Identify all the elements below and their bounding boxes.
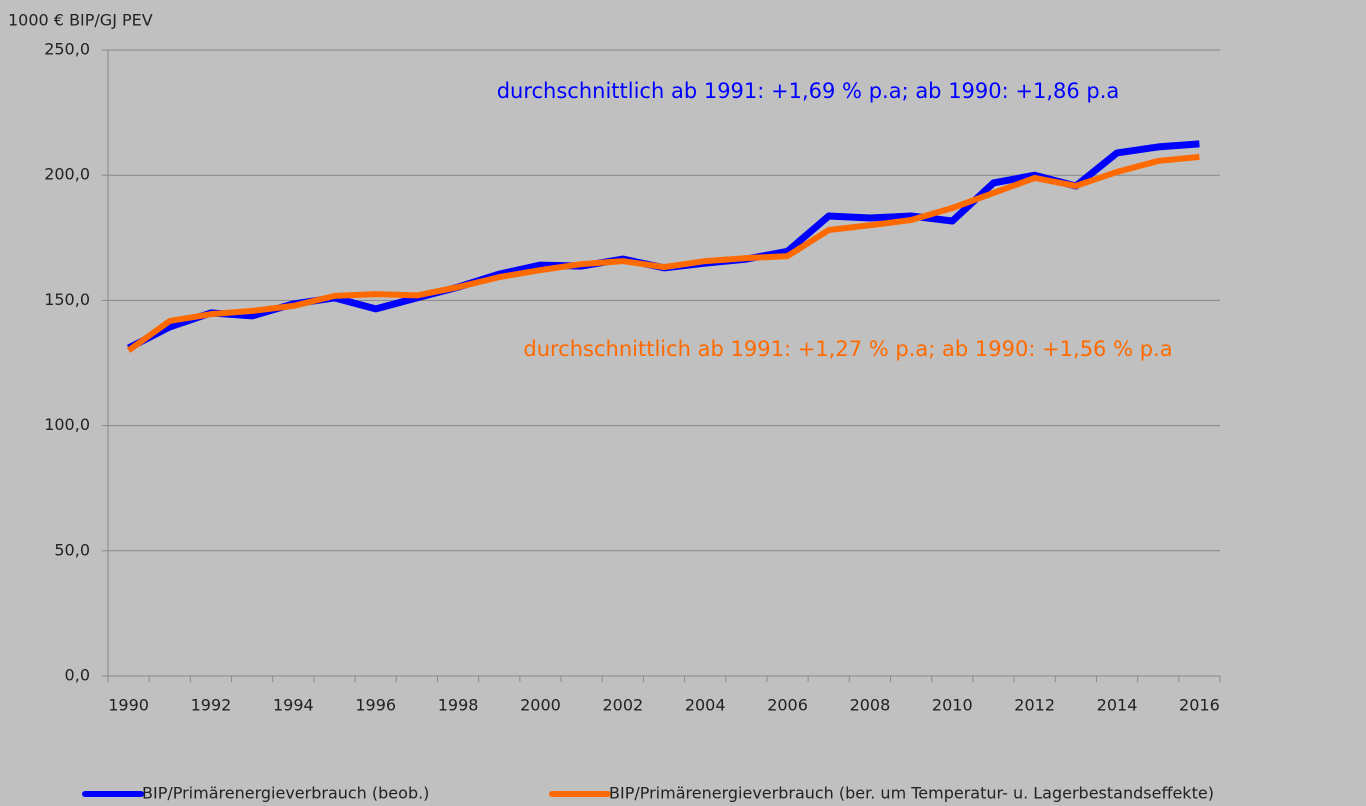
series-line bbox=[126, 153, 1200, 353]
x-tick-label: 2004 bbox=[685, 696, 726, 715]
x-tick-label: 1994 bbox=[273, 696, 314, 715]
x-tick-label: 1998 bbox=[438, 696, 479, 715]
annotation: durchschnittlich ab 1991: +1,27 % p.a; a… bbox=[523, 337, 1172, 361]
y-axis-title: 1000 € BIP/GJ PEV bbox=[8, 11, 153, 30]
y-tick-label: 0,0 bbox=[65, 666, 90, 685]
y-tick-label: 50,0 bbox=[54, 540, 90, 559]
annotation: durchschnittlich ab 1991: +1,69 % p.a; a… bbox=[497, 79, 1120, 103]
x-tick-label: 1990 bbox=[108, 696, 149, 715]
legend-label: BIP/Primärenergieverbrauch (beob.) bbox=[142, 784, 429, 803]
x-tick-label: 2010 bbox=[932, 696, 973, 715]
x-tick-label: 1992 bbox=[191, 696, 232, 715]
x-tick-label: 2000 bbox=[520, 696, 561, 715]
y-tick-label: 100,0 bbox=[44, 415, 90, 434]
legend-label: BIP/Primärenergieverbrauch (ber. um Temp… bbox=[609, 784, 1214, 803]
x-tick-label: 1996 bbox=[355, 696, 396, 715]
x-tick-label: 2016 bbox=[1179, 696, 1220, 715]
x-tick-label: 2006 bbox=[767, 696, 808, 715]
y-tick-label: 150,0 bbox=[44, 290, 90, 309]
y-tick-label: 250,0 bbox=[44, 40, 90, 59]
y-tick-label: 200,0 bbox=[44, 165, 90, 184]
x-tick-label: 2008 bbox=[850, 696, 891, 715]
x-tick-label: 2014 bbox=[1097, 696, 1138, 715]
x-tick-label: 2002 bbox=[602, 696, 643, 715]
x-tick-label: 2012 bbox=[1014, 696, 1055, 715]
